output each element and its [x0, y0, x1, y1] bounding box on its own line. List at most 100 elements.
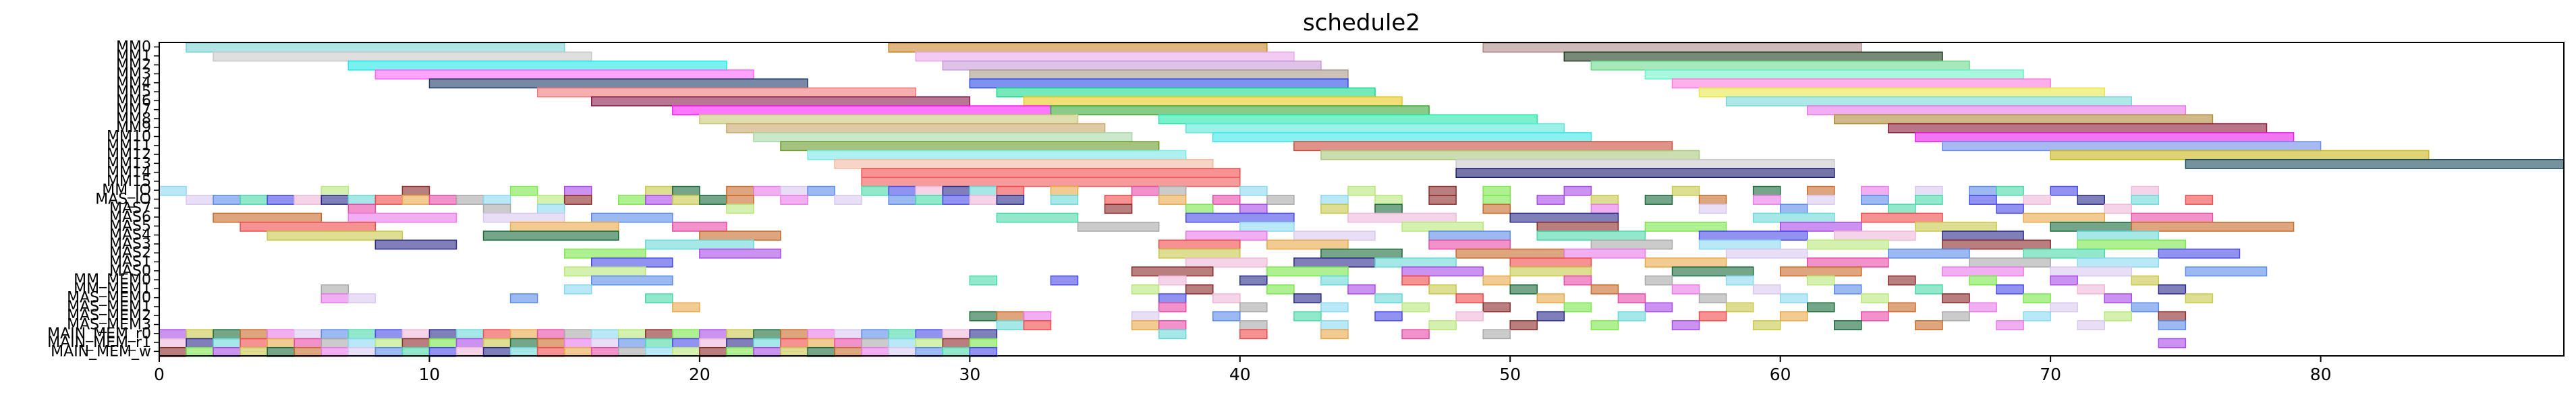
x-tick-label-20: 20: [689, 365, 710, 384]
task-block-main-mem-r1-14: [536, 338, 565, 348]
x-tick-label-30: 30: [959, 365, 980, 384]
task-block-mas5-6: [1536, 221, 1619, 232]
task-block-mm-mem0-10: [1725, 275, 1754, 286]
task-block-mas1-7: [1969, 257, 2051, 268]
y-axis-ticks: MM0MM1MM2MM3MM4MM5MM6MM7MM8MM9MM10MM11MM…: [47, 39, 159, 360]
task-block-mas-io-37: [1644, 195, 1673, 205]
task-block-mm-io-28: [1861, 185, 1889, 196]
task-block-mm-mem0-7: [1482, 275, 1511, 286]
task-block-mas-mem1-9: [1806, 302, 1835, 313]
task-block-mas6-6: [1347, 212, 1457, 223]
task-block-mas-mem0-5: [1212, 293, 1241, 304]
task-bar-mm12-37: [1320, 150, 1700, 160]
task-block-mas2-9: [2158, 248, 2241, 259]
task-block-main-mem-r0-27: [888, 329, 917, 340]
task-block-main-mem-r0-0: [159, 329, 187, 340]
task-block-mm-io-33: [2131, 185, 2160, 196]
task-block-mas3-6: [1698, 239, 1781, 250]
task-block-mas-io-7: [374, 195, 403, 205]
task-block-main-mem-r1-3: [240, 338, 268, 348]
task-block-mas2-3: [1320, 248, 1403, 259]
y-tick-label-mas-mem1: MAS_MEM1: [67, 299, 151, 315]
task-bar-mm6-19: [1023, 96, 1403, 106]
task-block-main-mem-r1-17: [618, 338, 646, 348]
task-block-main-mem-r0-7: [347, 329, 376, 340]
task-block-mas4-9: [1942, 231, 2024, 241]
task-block-mas3-1: [645, 239, 754, 250]
task-bar-mm12-36: [807, 150, 1187, 160]
task-block-mm-mem0-3: [1158, 275, 1187, 286]
y-tick-label-mas4: MAS4: [109, 227, 151, 244]
task-block-mas-mem2-0: [969, 311, 998, 321]
task-block-mas1-0: [590, 257, 673, 268]
task-block-mm-io-27: [1806, 185, 1835, 196]
task-block-mm-io-20: [1239, 185, 1268, 196]
task-block-mas-mem0-4: [1158, 293, 1187, 304]
task-block-mas6-8: [1752, 212, 1835, 223]
y-tick-label-mm4: MM4: [116, 75, 151, 92]
task-block-mas-io-43: [1969, 195, 1997, 205]
task-block-mm-io-22: [1428, 185, 1457, 196]
task-block-mas4-1: [482, 231, 619, 241]
task-block-main-mem-r1-30: [969, 338, 998, 348]
task-block-mas0-8: [2050, 266, 2133, 277]
y-tick-label-mm10: MM10: [107, 129, 151, 146]
task-block-mas-mem2-2: [1023, 311, 1052, 321]
task-block-mm-mem0-15: [2131, 275, 2160, 286]
task-block-mas5-11: [2131, 221, 2295, 232]
task-block-main-mem-r1-12: [482, 338, 511, 348]
task-block-main-mem-r0-30: [969, 329, 998, 340]
task-block-main-mem-r0-10: [428, 329, 457, 340]
x-tick-label-70: 70: [2040, 365, 2061, 384]
task-block-mm-io-14: [942, 185, 971, 196]
task-block-mas-io-24: [969, 195, 998, 205]
task-block-main-mem-r0-31: [1158, 329, 1187, 340]
task-block-mas7-14: [1996, 204, 2024, 214]
y-tick-label-mm0: MM0: [116, 39, 151, 56]
task-block-mas-mem2-6: [1374, 311, 1403, 321]
task-block-mas-mem0-1: [347, 293, 376, 304]
task-block-mas3-3: [1266, 239, 1349, 250]
task-block-mas-io-45: [2077, 195, 2105, 205]
task-block-main-mem-r1-9: [401, 338, 430, 348]
task-block-mas-mem0-3: [645, 293, 673, 304]
task-block-mas-io-6: [347, 195, 376, 205]
task-block-mas-mem3-11: [1834, 320, 1862, 330]
y-tick-label-mm15: MM15: [107, 173, 151, 190]
task-block-main-mem-r1-1: [186, 338, 214, 348]
y-tick-label-mas0: MAS0: [109, 263, 151, 280]
task-block-mm-io-30: [1969, 185, 1997, 196]
task-block-mas-io-34: [1482, 195, 1511, 205]
task-block-mm-io-5: [645, 185, 673, 196]
task-block-mas-mem1-6: [1563, 302, 1592, 313]
task-block-mas-mem3-7: [1509, 320, 1538, 330]
task-bar-mm10-31: [1212, 132, 1592, 142]
task-block-mas-io-2: [240, 195, 268, 205]
task-block-mas1-1: [1185, 257, 1268, 268]
task-block-mas1-5: [1644, 257, 1727, 268]
task-block-mm-io-23: [1482, 185, 1511, 196]
y-tick-label-main-mem-w: MAIN_MEM_w: [51, 343, 151, 360]
task-block-mas0-7: [1942, 266, 2024, 277]
task-block-mas5-8: [1779, 221, 1862, 232]
task-block-mas7-4: [1104, 204, 1133, 214]
y-tick-label-mm1: MM1: [116, 48, 151, 65]
x-tick-label-80: 80: [2310, 365, 2332, 384]
task-bar-mm9-29: [1888, 123, 2268, 133]
task-block-mas-mem0-0: [320, 293, 349, 304]
task-block-mm-io-19: [1158, 185, 1187, 196]
task-block-mas-io-10: [455, 195, 484, 205]
task-block-mas7-12: [1779, 204, 1808, 214]
task-bar-mm0-0: [186, 42, 565, 53]
task-bar-mm13-39: [834, 158, 1214, 169]
task-bar-mm14-42: [861, 168, 1241, 179]
task-block-mas-mem1-12: [2050, 302, 2078, 313]
task-block-mm-mem0-8: [1563, 275, 1592, 286]
task-block-main-mem-r0-25: [834, 329, 862, 340]
task-block-main-mem-r1-27: [888, 338, 917, 348]
task-block-mas2-0: [563, 248, 646, 259]
task-block-main-mem-r1-8: [374, 338, 403, 348]
task-block-main-mem-r0-33: [1320, 329, 1349, 340]
task-block-main-mem-r0-20: [699, 329, 727, 340]
